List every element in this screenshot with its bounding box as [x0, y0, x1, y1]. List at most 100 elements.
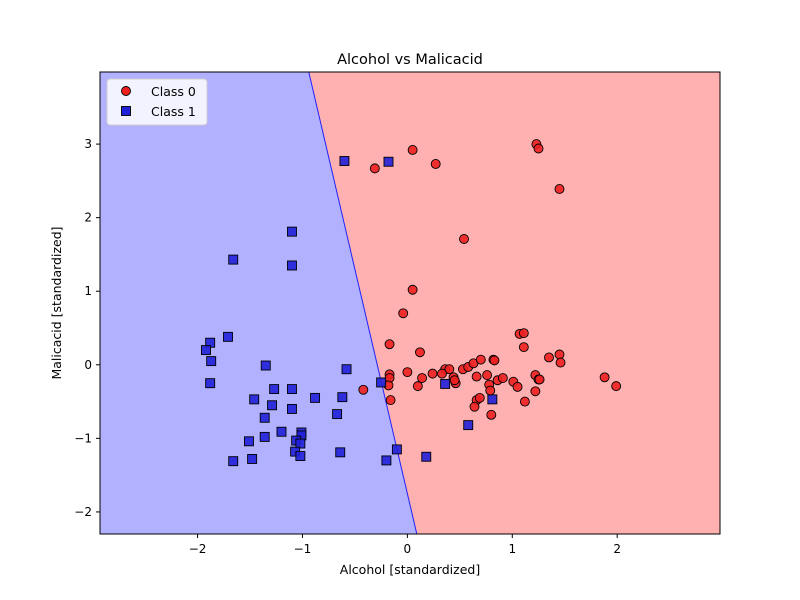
point-class-1-8: [206, 356, 217, 367]
point-class-1-10: [260, 360, 271, 371]
point-class-1-19: [376, 377, 387, 388]
point-class-0-32: [412, 381, 423, 392]
point-class-0-52: [530, 386, 541, 397]
point-class-0-55: [534, 374, 545, 385]
point-class-1-35: [391, 444, 402, 455]
point-class-1-3: [287, 260, 297, 271]
point-class-0-6: [459, 234, 469, 244]
point-class-0-50: [512, 381, 523, 392]
point-class-0-34: [427, 368, 438, 379]
decision-boundary: [308, 72, 418, 534]
point-class-0-10: [384, 339, 395, 350]
point-class-0-24: [475, 354, 486, 365]
point-class-1-36: [421, 451, 432, 462]
legend-label-class-0: Class 0: [151, 84, 196, 99]
legend-marker-class-0: [121, 86, 131, 96]
point-class-1-31: [247, 454, 258, 464]
chart-title: Alcohol vs Malicacid: [337, 52, 483, 68]
point-class-0-13: [518, 342, 529, 353]
x-tick-label: −1: [294, 542, 312, 556]
y-axis-label: Malicacid [standardized]: [49, 226, 64, 379]
point-class-1-37: [440, 378, 451, 389]
point-class-1-15: [267, 400, 277, 411]
point-class-1-33: [335, 447, 346, 458]
point-class-1-38: [463, 420, 474, 431]
x-tick-label: 1: [508, 542, 516, 556]
legend-box: [106, 78, 208, 126]
point-class-1-17: [310, 392, 321, 403]
y-axis: −2 −1 0 1 2 3: [74, 137, 100, 519]
point-class-1-18: [337, 392, 348, 403]
point-class-0-56: [358, 384, 369, 395]
x-axis-label: Alcohol [standardized]: [340, 562, 480, 577]
point-class-1-14: [249, 394, 260, 405]
data-points: [201, 139, 622, 467]
point-class-0-4: [533, 143, 544, 154]
legend: Class 0 Class 1: [106, 78, 208, 126]
y-tick-label: −1: [74, 431, 92, 445]
point-class-1-25: [259, 431, 270, 442]
point-class-0-38: [449, 375, 460, 386]
legend-label-class-1: Class 1: [151, 104, 196, 119]
y-tick-label: 2: [84, 211, 92, 225]
point-class-1-32: [228, 456, 239, 467]
point-class-1-1: [383, 156, 394, 167]
point-class-1-34: [381, 455, 392, 466]
y-tick-label: −2: [74, 505, 92, 519]
x-tick-label: −2: [189, 542, 207, 556]
point-class-1-28: [295, 438, 306, 449]
plot-frame: [99, 71, 721, 535]
point-class-0-9: [415, 347, 425, 358]
point-class-1-21: [332, 409, 343, 420]
point-class-0-14: [544, 352, 554, 363]
point-class-1-11: [341, 364, 352, 375]
point-class-1-26: [244, 436, 254, 447]
point-class-0-48: [497, 373, 508, 383]
x-axis: −2 −1 0 1 2: [189, 534, 621, 556]
point-class-1-7: [201, 345, 211, 356]
point-class-1-39: [487, 394, 498, 405]
point-class-0-41: [469, 401, 480, 412]
point-class-1-9: [205, 378, 216, 389]
point-class-0-8: [398, 308, 409, 319]
point-class-0-0: [407, 145, 418, 155]
class-0-region: [308, 72, 720, 534]
point-class-1-16: [287, 403, 297, 414]
point-class-1-5: [223, 331, 233, 342]
point-class-0-20: [444, 364, 455, 375]
y-tick-label: 0: [84, 358, 92, 372]
point-class-1-12: [269, 384, 280, 395]
point-class-0-26: [489, 355, 500, 366]
point-class-0-16: [555, 357, 566, 368]
point-class-0-12: [518, 328, 529, 339]
point-class-0-39: [471, 371, 482, 382]
point-class-1-4: [228, 254, 239, 265]
point-class-0-5: [554, 184, 565, 194]
point-class-1-22: [276, 426, 287, 437]
x-tick-label: 0: [404, 542, 412, 556]
point-class-1-30: [295, 451, 306, 461]
point-class-0-2: [430, 159, 441, 169]
point-class-1-13: [287, 384, 297, 395]
point-class-0-15: [554, 349, 565, 360]
point-class-0-45: [485, 385, 496, 396]
point-class-0-30: [385, 395, 396, 406]
point-class-0-35: [437, 368, 447, 379]
point-class-0-7: [407, 284, 418, 295]
x-tick-label: 2: [613, 542, 621, 556]
point-class-0-31: [402, 367, 413, 378]
plot-area: [100, 72, 720, 534]
point-class-0-51: [519, 396, 530, 407]
point-class-0-43: [482, 370, 493, 381]
point-class-1-0: [339, 156, 350, 166]
point-class-0-18: [611, 381, 622, 392]
point-class-0-17: [599, 372, 610, 383]
y-tick-label: 1: [84, 284, 92, 298]
y-tick-label: 3: [84, 137, 92, 151]
point-class-1-20: [259, 412, 270, 423]
point-class-1-2: [287, 226, 297, 237]
point-class-0-46: [486, 409, 497, 420]
point-class-0-33: [417, 373, 428, 383]
legend-marker-class-1: [121, 106, 131, 116]
